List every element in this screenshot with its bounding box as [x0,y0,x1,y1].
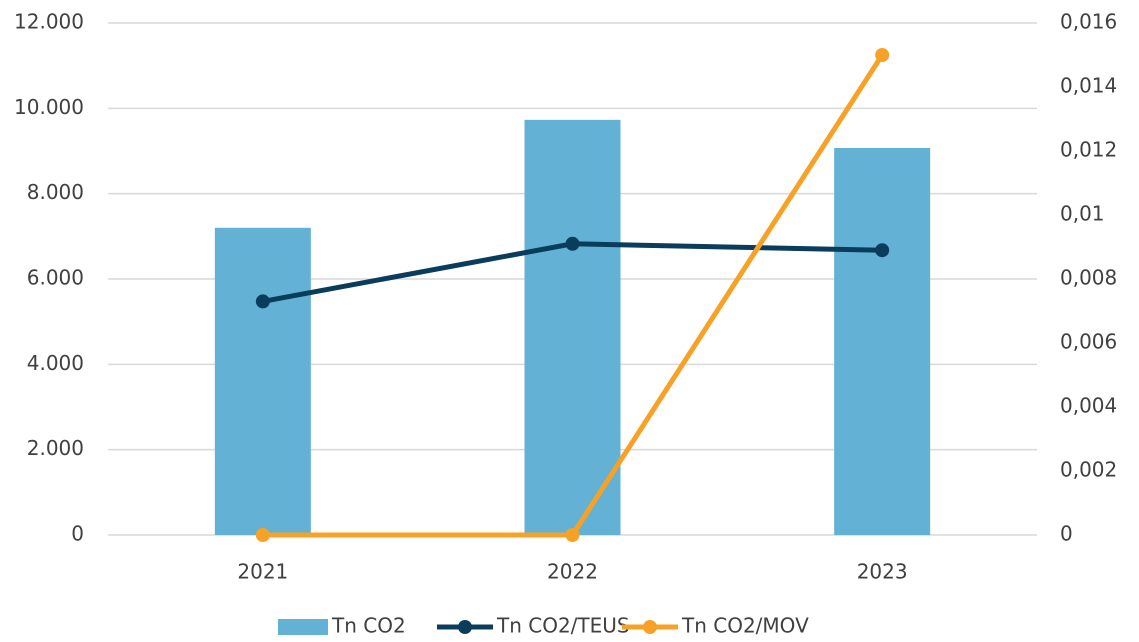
marker [255,294,270,309]
y2-tick-label: 0,012 [1060,138,1117,162]
y-tick-label: 0 [71,522,84,546]
marker [875,243,890,258]
y-tick-label: 6.000 [27,266,84,290]
bar [834,148,931,535]
legend-label: Tn CO2/TEUS [496,614,630,638]
y2-tick-label: 0,016 [1060,10,1117,34]
bar [524,119,621,535]
y-tick-label: 2.000 [27,436,84,460]
y2-tick-label: 0,004 [1060,394,1117,418]
y-tick-label: 12.000 [14,10,84,34]
x-tick-label: 2022 [547,560,598,584]
y-tick-label: 4.000 [27,351,84,375]
marker [565,528,580,542]
y2-tick-label: 0,006 [1060,330,1117,354]
legend-swatch [278,619,328,635]
bar [214,227,311,536]
y2-tick-label: 0,002 [1060,458,1117,482]
y-tick-label: 8.000 [27,180,84,204]
legend-label: Tn CO2/MOV [681,614,809,638]
marker [565,236,580,251]
y-tick-label: 10.000 [14,95,84,119]
x-tick-label: 2023 [857,560,908,584]
y2-tick-label: 0,014 [1060,74,1117,98]
marker [875,48,890,62]
x-tick-label: 2021 [237,560,288,584]
y2-tick-label: 0,008 [1060,266,1117,290]
legend-label: Tn CO2 [331,614,406,638]
y2-tick-label: 0,01 [1060,202,1105,226]
y2-tick-label: 0 [1060,522,1073,546]
legend-marker [643,620,657,634]
marker [255,528,270,542]
legend-marker [458,620,472,634]
